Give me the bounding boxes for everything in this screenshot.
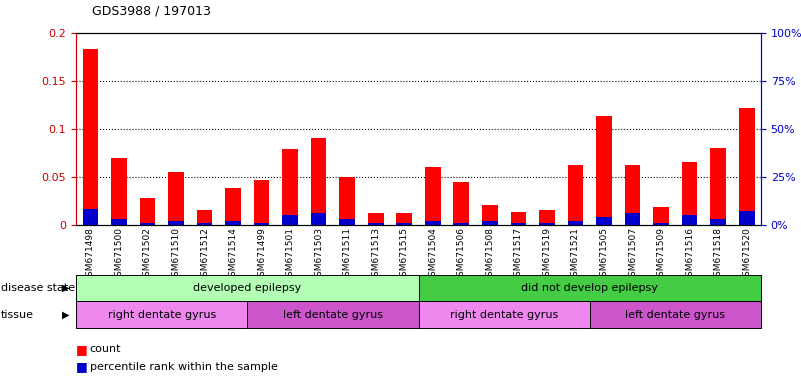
- Bar: [225, 188, 241, 225]
- Bar: [596, 217, 612, 225]
- Bar: [539, 223, 555, 225]
- Bar: [568, 221, 583, 225]
- Bar: [453, 223, 469, 225]
- Text: ▶: ▶: [62, 283, 70, 293]
- Text: ■: ■: [76, 360, 88, 373]
- Bar: [510, 212, 526, 225]
- Text: disease state: disease state: [1, 283, 75, 293]
- Bar: [510, 223, 526, 225]
- Bar: [596, 116, 612, 225]
- Text: left dentate gyrus: left dentate gyrus: [283, 310, 383, 320]
- Text: percentile rank within the sample: percentile rank within the sample: [90, 362, 278, 372]
- Bar: [453, 182, 469, 225]
- Bar: [654, 207, 669, 225]
- Bar: [254, 180, 269, 225]
- Bar: [225, 221, 241, 225]
- Bar: [482, 205, 497, 225]
- Bar: [340, 177, 355, 225]
- Bar: [368, 223, 384, 225]
- Text: GDS3988 / 197013: GDS3988 / 197013: [92, 4, 211, 17]
- Bar: [83, 209, 99, 225]
- Bar: [682, 215, 698, 225]
- Bar: [396, 223, 412, 225]
- Text: did not develop epilepsy: did not develop epilepsy: [521, 283, 658, 293]
- Bar: [568, 165, 583, 225]
- Bar: [111, 159, 127, 225]
- Bar: [739, 108, 755, 225]
- Bar: [197, 210, 212, 225]
- Bar: [311, 138, 327, 225]
- Bar: [83, 49, 99, 225]
- Bar: [625, 213, 640, 225]
- Text: developed epilepsy: developed epilepsy: [193, 283, 301, 293]
- Bar: [654, 223, 669, 225]
- Bar: [139, 198, 155, 225]
- Text: tissue: tissue: [1, 310, 34, 320]
- Bar: [710, 148, 726, 225]
- Bar: [111, 219, 127, 225]
- Bar: [197, 223, 212, 225]
- Bar: [425, 167, 441, 225]
- Bar: [168, 221, 183, 225]
- Text: ▶: ▶: [62, 310, 70, 320]
- Bar: [425, 221, 441, 225]
- Bar: [139, 223, 155, 225]
- Bar: [710, 219, 726, 225]
- Text: right dentate gyrus: right dentate gyrus: [450, 310, 558, 320]
- Bar: [311, 213, 327, 225]
- Bar: [340, 219, 355, 225]
- Bar: [739, 211, 755, 225]
- Bar: [539, 210, 555, 225]
- Bar: [168, 172, 183, 225]
- Bar: [682, 162, 698, 225]
- Bar: [282, 149, 298, 225]
- Bar: [482, 221, 497, 225]
- Bar: [254, 223, 269, 225]
- Text: ■: ■: [76, 343, 88, 356]
- Bar: [396, 213, 412, 225]
- Text: right dentate gyrus: right dentate gyrus: [107, 310, 215, 320]
- Text: left dentate gyrus: left dentate gyrus: [626, 310, 726, 320]
- Bar: [282, 215, 298, 225]
- Text: count: count: [90, 344, 121, 354]
- Bar: [368, 213, 384, 225]
- Bar: [625, 165, 640, 225]
